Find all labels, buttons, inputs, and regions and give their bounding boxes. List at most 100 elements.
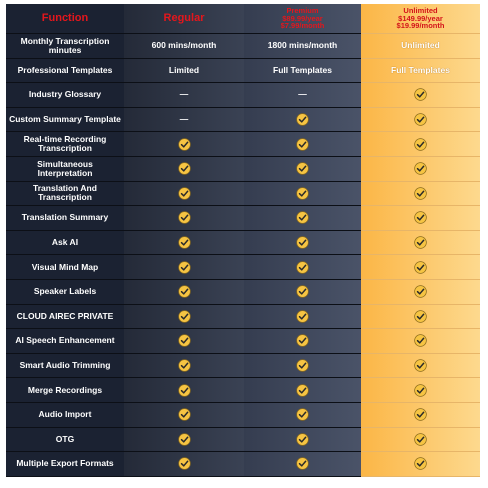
plan-cell — [244, 279, 361, 305]
check-icon — [177, 359, 191, 372]
feature-name: Real-time Recording Transcription — [6, 132, 124, 157]
check-icon — [296, 113, 309, 126]
check-icon — [414, 334, 427, 348]
check-icon — [177, 334, 191, 348]
check-icon — [296, 137, 309, 151]
plan-cell — [124, 206, 244, 231]
feature-name: Multiple Export Formats — [6, 452, 124, 477]
check-icon — [296, 408, 309, 421]
plan-cell — [244, 304, 361, 330]
check-icon — [296, 236, 309, 249]
check-icon — [296, 211, 309, 225]
check-icon — [414, 359, 427, 372]
plan-cell — [124, 378, 244, 403]
check-icon — [296, 433, 309, 446]
plan-cell: Full Templates — [244, 58, 361, 84]
plan-cell — [361, 402, 480, 428]
check-icon — [177, 457, 191, 471]
header-cell: Unlimited $149.99/year $19.99/month — [361, 4, 480, 34]
plan-cell: 600 mins/month — [124, 34, 244, 59]
plan-cell — [124, 181, 244, 207]
feature-name: Industry Glossary — [6, 83, 124, 108]
plan-cell: — — [124, 107, 244, 133]
plan-cell — [361, 206, 480, 231]
check-icon — [414, 260, 427, 274]
plan-cell — [244, 230, 361, 256]
feature-name: Audio Import — [6, 402, 124, 428]
plan-cell — [361, 107, 480, 133]
plan-cell — [361, 427, 480, 453]
comparison-table: Function Regular Premium $89.99/year $7.99… — [6, 4, 480, 477]
plan-cell — [124, 402, 244, 428]
plan-cell: Full Templates — [361, 58, 480, 84]
feature-name: Smart Audio Trimming — [6, 353, 124, 379]
check-icon — [414, 433, 427, 446]
plan-cell: Limited — [124, 58, 244, 84]
plan-cell — [361, 353, 480, 379]
plan-cell — [124, 279, 244, 305]
plan-cell — [124, 427, 244, 453]
plan-cell — [361, 255, 480, 280]
plan-cell — [244, 255, 361, 280]
check-icon — [177, 187, 191, 200]
plan-cell — [244, 107, 361, 133]
feature-name: OTG — [6, 427, 124, 453]
check-icon — [296, 383, 309, 397]
feature-name: Simultaneous Interpretation — [6, 156, 124, 182]
check-icon — [414, 383, 427, 397]
plan-cell — [244, 181, 361, 207]
plan-cell — [124, 304, 244, 330]
plan-cell — [244, 402, 361, 428]
feature-name: CLOUD AIREC PRIVATE — [6, 304, 124, 330]
plan-cell — [244, 132, 361, 157]
plan-cell — [124, 156, 244, 182]
feature-name: AI Speech Enhancement — [6, 329, 124, 354]
check-icon — [177, 285, 191, 298]
check-icon — [414, 408, 427, 421]
feature-name: Custom Summary Template — [6, 107, 124, 133]
plan-cell — [124, 255, 244, 280]
plan-cell — [361, 83, 480, 108]
plan-cell: — — [124, 83, 244, 108]
plan-cell — [361, 452, 480, 477]
plan-cell — [361, 230, 480, 256]
plan-cell: Unlimited — [361, 34, 480, 59]
plan-cell: 1800 mins/month — [244, 34, 361, 59]
check-icon — [177, 408, 191, 421]
plan-cell — [361, 304, 480, 330]
feature-name: Speaker Labels — [6, 279, 124, 305]
check-icon — [296, 162, 309, 175]
check-icon — [177, 260, 191, 274]
check-icon — [414, 88, 427, 102]
plan-cell — [244, 452, 361, 477]
feature-name: Visual Mind Map — [6, 255, 124, 280]
check-icon — [177, 433, 191, 446]
check-icon — [296, 285, 309, 298]
check-icon — [414, 211, 427, 225]
check-icon — [414, 285, 427, 298]
plan-cell — [361, 181, 480, 207]
plan-cell — [244, 378, 361, 403]
check-icon — [177, 236, 191, 249]
plan-cell: — — [244, 83, 361, 108]
check-icon — [296, 187, 309, 200]
feature-name: Merge Recordings — [6, 378, 124, 403]
check-icon — [296, 359, 309, 372]
check-icon — [296, 260, 309, 274]
header-cell: Regular — [124, 4, 244, 34]
plan-cell — [124, 452, 244, 477]
plan-cell — [361, 279, 480, 305]
plan-cell — [244, 353, 361, 379]
check-icon — [414, 162, 427, 175]
feature-name: Monthly Transcription minutes — [6, 34, 124, 59]
check-icon — [177, 310, 191, 323]
plan-cell — [124, 230, 244, 256]
check-icon — [177, 162, 191, 175]
feature-name: Professional Templates — [6, 58, 124, 84]
header-cell: Function — [6, 4, 124, 34]
plan-cell — [124, 132, 244, 157]
plan-cell — [244, 206, 361, 231]
header-cell: Premium $89.99/year $7.99/month — [244, 4, 361, 34]
feature-name: Translation Summary — [6, 206, 124, 231]
